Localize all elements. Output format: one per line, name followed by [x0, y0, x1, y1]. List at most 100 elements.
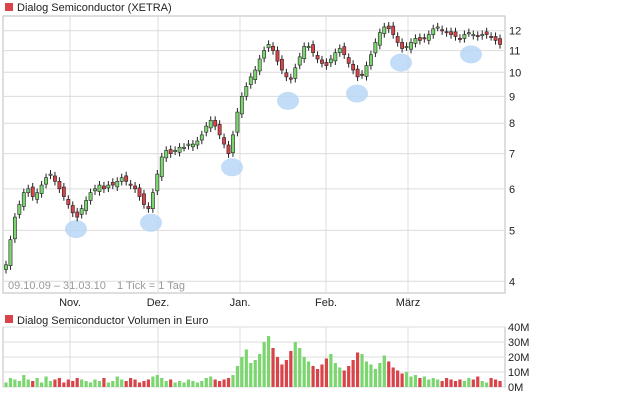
- volume-y-tick-label: 0M: [508, 382, 523, 394]
- candle-body: [186, 143, 191, 146]
- volume-bar: [164, 381, 168, 387]
- candle-body: [57, 181, 62, 190]
- candle-body: [320, 59, 324, 64]
- candle-body: [302, 46, 307, 60]
- candle-body: [110, 182, 115, 186]
- volume-bar: [155, 375, 159, 387]
- volume-bar: [13, 379, 17, 387]
- volume-bar: [151, 376, 155, 387]
- volume-bar: [378, 363, 382, 387]
- volume-bar: [280, 364, 284, 387]
- candle-body: [409, 42, 413, 50]
- price-chart-title: Dialog Semiconductor (XETRA): [17, 2, 172, 14]
- candle-body: [244, 86, 249, 97]
- volume-bar: [382, 355, 386, 387]
- volume-bar: [409, 376, 413, 387]
- volume-bar: [66, 379, 70, 387]
- candle-body: [182, 146, 186, 149]
- volume-bar: [493, 379, 498, 387]
- volume-bar: [200, 381, 204, 387]
- candle-body: [21, 192, 26, 207]
- price-y-tick-label: 12: [509, 26, 521, 38]
- volume-bar: [453, 381, 458, 387]
- volume-bar: [311, 366, 315, 387]
- x-tick-label: Feb.: [315, 297, 337, 309]
- volume-bar: [449, 379, 453, 387]
- candle-body: [413, 38, 418, 44]
- candle-body: [191, 143, 195, 148]
- highlight-marker: [140, 213, 162, 232]
- candle-body: [168, 149, 173, 154]
- candle-body: [489, 36, 494, 38]
- candle-body: [17, 204, 22, 215]
- highlight-marker: [460, 45, 482, 64]
- volume-bar: [213, 379, 217, 387]
- candle-body: [369, 54, 373, 66]
- candle-body: [293, 67, 298, 79]
- volume-bar: [40, 382, 44, 387]
- candle-body: [66, 199, 71, 205]
- candle-body: [253, 69, 258, 80]
- candle-body: [475, 35, 480, 37]
- volume-bar: [218, 381, 222, 387]
- tick-unit-label: 1 Tick = 1 Tag: [117, 280, 185, 292]
- highlight-marker: [277, 91, 299, 110]
- volume-bar: [471, 379, 475, 387]
- candle-body: [262, 50, 267, 59]
- volume-bar: [476, 376, 480, 387]
- volume-y-axis: 0M 10M 20M 30M 40M: [508, 322, 529, 394]
- candle-body: [337, 48, 342, 53]
- price-grid: [3, 16, 505, 293]
- volume-bar: [320, 364, 324, 387]
- candle-body: [382, 26, 387, 34]
- volume-bar: [293, 342, 297, 387]
- volume-bar: [315, 369, 320, 387]
- volume-y-tick-label: 40M: [508, 322, 529, 334]
- candle-body: [239, 96, 244, 115]
- candle-body: [391, 25, 396, 35]
- candle-body: [315, 55, 320, 60]
- candle-body: [404, 46, 409, 48]
- candle-body: [360, 73, 364, 76]
- volume-bar: [48, 381, 53, 387]
- candle-body: [84, 200, 89, 211]
- volume-bar: [387, 361, 391, 387]
- price-legend-marker: [5, 3, 13, 11]
- candle-body: [133, 185, 137, 190]
- volume-bar: [182, 382, 186, 387]
- price-y-axis: 4 5 6 7 8 9 10 11 12: [509, 26, 521, 289]
- volume-bar: [44, 376, 48, 387]
- volume-bar: [240, 357, 244, 387]
- candle-body: [266, 44, 271, 49]
- volume-bar: [266, 336, 271, 387]
- price-candles: [4, 21, 502, 274]
- price-y-tick-label: 11: [509, 46, 520, 58]
- volume-bar: [62, 382, 66, 387]
- candle-body: [355, 68, 360, 78]
- candle-body: [346, 57, 351, 64]
- candle-body: [217, 123, 222, 136]
- volume-y-tick-label: 30M: [508, 337, 529, 349]
- volume-bar: [97, 381, 102, 387]
- candle-body: [75, 211, 80, 218]
- candle-body: [431, 28, 436, 35]
- x-tick-label: Jan.: [230, 297, 251, 309]
- volume-bar: [329, 354, 333, 387]
- volume-bar: [258, 354, 262, 387]
- candle-body: [199, 134, 204, 141]
- candle-body: [449, 31, 453, 35]
- candle-body: [422, 37, 427, 40]
- candle-body: [128, 183, 133, 186]
- volume-bar: [338, 367, 342, 387]
- volume-bar: [17, 381, 21, 387]
- volume-legend-marker: [5, 315, 13, 323]
- price-y-tick-label: 7: [509, 149, 515, 161]
- volume-bar: [444, 378, 449, 387]
- candle-body: [386, 25, 391, 30]
- candle-body: [159, 156, 164, 178]
- volume-bar: [53, 379, 57, 387]
- volume-bar: [307, 361, 311, 387]
- candle-body: [137, 187, 142, 197]
- candle-body: [484, 31, 489, 35]
